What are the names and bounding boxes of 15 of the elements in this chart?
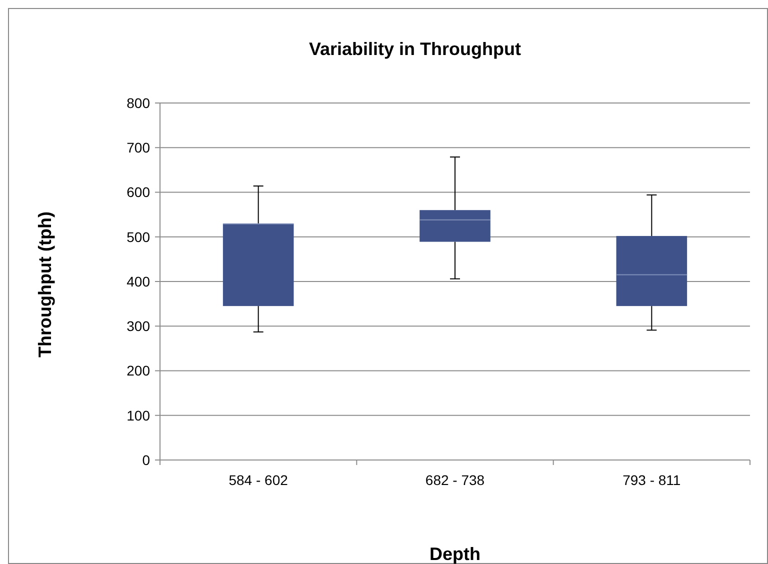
x-axis-title: Depth <box>430 544 480 564</box>
y-tick-label: 500 <box>126 228 150 245</box>
x-tick-label: 584 - 602 <box>228 472 288 488</box>
x-tick-label: 682 - 738 <box>425 472 485 488</box>
y-tick-label: 700 <box>126 140 150 156</box>
y-tick-label: 600 <box>126 184 150 200</box>
y-tick-label: 800 <box>126 94 150 111</box>
x-tick-label: 793 - 811 <box>622 472 681 488</box>
y-tick-label: 400 <box>126 273 150 290</box>
y-tick-label: 100 <box>126 407 150 424</box>
y-tick-label: 200 <box>126 362 150 379</box>
y-axis-title: Throughput (tph) <box>35 212 55 358</box>
y-tick-label: 300 <box>126 318 150 334</box>
y-tick-label: 0 <box>142 452 150 468</box>
chart-title: Variability in Throughput <box>308 39 522 59</box>
